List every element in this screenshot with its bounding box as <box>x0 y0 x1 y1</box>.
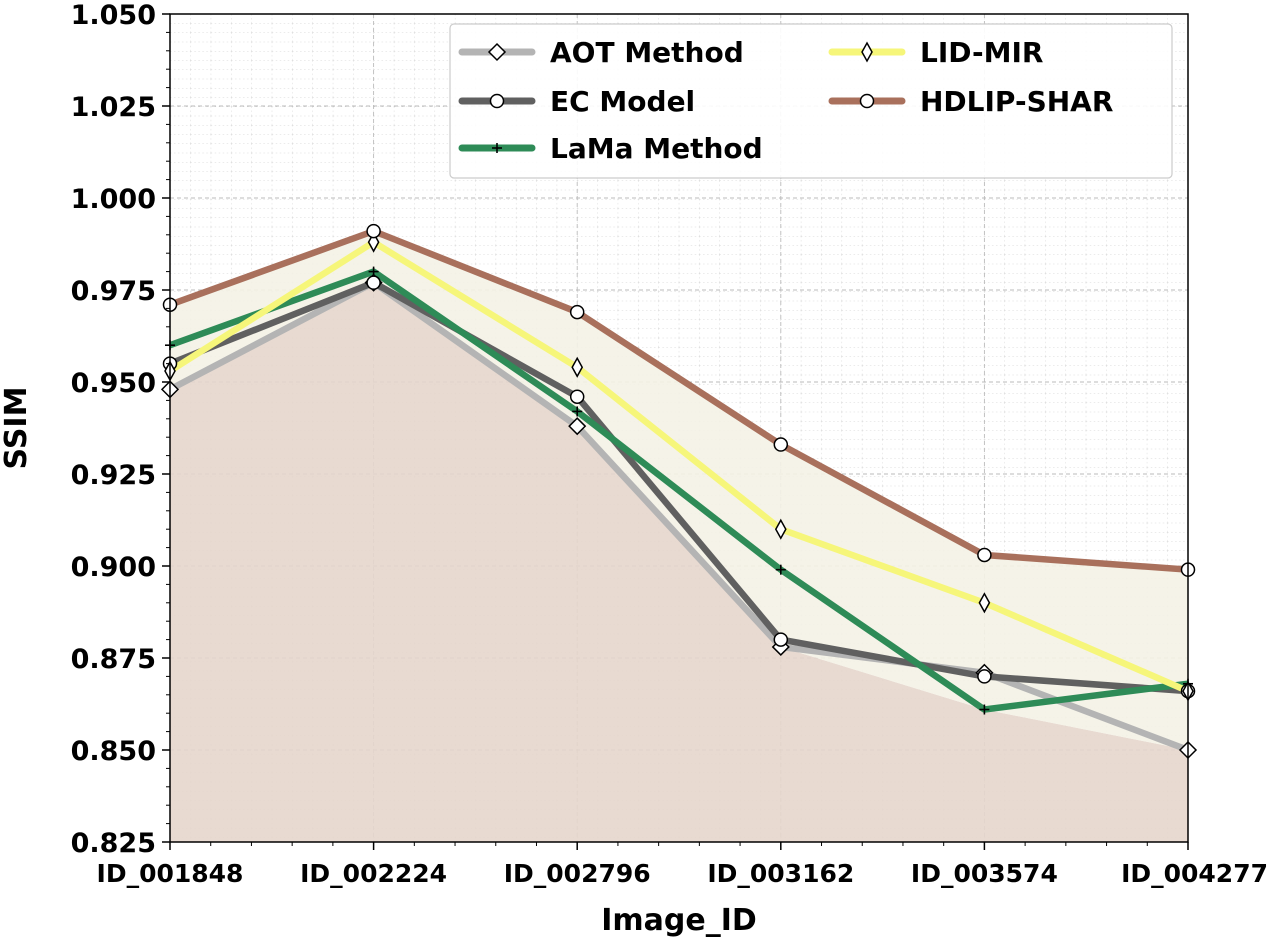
y-tick-label: 0.975 <box>71 276 156 307</box>
legend-entry: EC Model <box>458 85 695 118</box>
data-point-marker <box>977 547 992 563</box>
data-point-marker <box>773 437 789 452</box>
legend-marker <box>487 42 507 62</box>
legend-label: AOT Method <box>550 36 744 69</box>
legend: AOT Method EC Model LaMa Method LID-MIR HDLI… <box>449 23 1173 179</box>
series-lines <box>170 227 1188 754</box>
data-point-marker <box>366 223 381 239</box>
data-point-marker <box>773 632 789 647</box>
x-axis: ID_001848 ID_002224 ID_002796 ID_003162 ID_0… <box>97 842 1268 888</box>
legend-entry: LaMa Method <box>458 132 763 165</box>
data-point-marker <box>366 275 381 290</box>
y-tick-label: 1.025 <box>71 92 156 123</box>
legend-box <box>449 23 1173 179</box>
y-tick-label: 0.875 <box>71 644 156 675</box>
data-point-marker <box>571 356 584 378</box>
legend-label: LaMa Method <box>550 132 763 165</box>
x-axis-title: Image_ID <box>601 903 757 938</box>
data-point-marker <box>569 389 585 404</box>
legend-entry: LID-MIR <box>828 36 1043 69</box>
x-tick-label: ID_001848 <box>97 859 244 888</box>
y-tick-label: 1.000 <box>71 184 156 215</box>
legend-marker <box>492 143 502 153</box>
fill-under-min <box>170 282 1188 842</box>
y-tick-label: 1.050 <box>71 0 156 31</box>
x-tick-label: ID_003574 <box>911 859 1058 888</box>
y-tick-label: 0.925 <box>71 460 156 491</box>
legend-marker <box>859 93 875 109</box>
data-point-marker <box>978 592 991 614</box>
y-tick-label: 0.850 <box>71 736 156 767</box>
legend-marker <box>489 93 505 109</box>
legend-label: LID-MIR <box>920 36 1043 69</box>
legend-label: EC Model <box>550 85 695 118</box>
series-line-lama-method <box>170 268 1188 713</box>
y-axis-title: SSIM <box>0 387 34 470</box>
data-point-marker <box>774 518 787 540</box>
data-point-marker <box>977 669 992 684</box>
series-line-lid-mir <box>170 238 1188 695</box>
legend-label: HDLIP-SHAR <box>920 85 1113 118</box>
data-point-marker <box>569 304 585 320</box>
data-point-marker <box>775 564 786 575</box>
series-line-ec-model <box>170 279 1188 695</box>
series-line-hdlip-shar <box>170 227 1188 573</box>
data-point-marker <box>568 417 587 436</box>
plot-frame <box>169 13 1189 843</box>
data-point-marker <box>572 406 583 417</box>
legend-entry: AOT Method <box>458 36 744 69</box>
y-tick-label: 0.950 <box>71 368 156 399</box>
y-axis: 0.825 0.850 0.875 0.900 0.925 0.950 0.975 1.000… <box>71 0 170 859</box>
legend-entry: HDLIP-SHAR <box>828 85 1113 118</box>
x-tick-label: ID_003162 <box>707 859 854 888</box>
series-line-aot-method <box>170 279 1188 754</box>
y-tick-label: 0.825 <box>71 828 156 859</box>
data-point-marker <box>979 704 990 715</box>
x-tick-label: ID_002796 <box>504 859 651 888</box>
legend-marker <box>861 41 873 63</box>
y-tick-label: 0.900 <box>71 552 156 583</box>
x-tick-label: ID_002224 <box>300 859 447 888</box>
data-point-marker <box>368 266 379 277</box>
x-tick-label: ID_004277 <box>1121 859 1268 888</box>
